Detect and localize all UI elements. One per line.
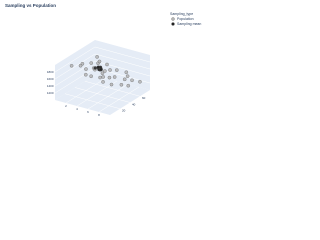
point [89, 74, 93, 78]
grid-line [94, 46, 151, 63]
y-tick-label: 60 [142, 96, 146, 100]
page: {"chart_data": {"type": "scatter3d", "ti… [5, 3, 202, 117]
point [130, 78, 134, 83]
point [95, 55, 99, 59]
legend-marker [171, 17, 175, 21]
point [69, 64, 74, 68]
grid-line [94, 53, 151, 70]
point [96, 65, 101, 69]
point [84, 67, 88, 71]
grid-line [64, 93, 121, 109]
grid-line [54, 46, 96, 73]
point [100, 71, 105, 75]
point [126, 83, 131, 88]
legend-title: Sampling_type [170, 12, 193, 16]
point [108, 68, 112, 72]
z-tick-label: 1200 [47, 91, 54, 95]
grid-line [94, 60, 151, 77]
point [98, 75, 102, 80]
point [122, 77, 127, 82]
x-tick-label: 2 [65, 104, 67, 108]
grid-line [84, 81, 141, 97]
chart: Sampling vs Population 2 4 6 8 20 40 60 1200 140… [5, 3, 201, 117]
x-tick-label: 4 [76, 107, 78, 111]
point [112, 75, 117, 79]
point [101, 80, 105, 84]
point [119, 83, 124, 87]
point [107, 75, 112, 80]
chart-title: Sampling vs Population [5, 3, 56, 8]
point [124, 70, 129, 75]
point [109, 82, 114, 87]
point [93, 66, 98, 70]
point [97, 59, 102, 64]
legend-marker [171, 22, 175, 26]
grid-line [54, 67, 96, 94]
y-tick-label: 40 [132, 102, 136, 106]
point [99, 67, 103, 72]
point [84, 72, 88, 77]
legend-label: Sampling mean [177, 22, 201, 26]
point [89, 61, 94, 65]
point [138, 80, 142, 84]
z-tick-label: 1400 [47, 84, 54, 88]
grid-line [54, 60, 96, 87]
point [78, 63, 83, 68]
y-tick-label: 20 [122, 109, 126, 113]
point [101, 75, 105, 79]
point [103, 69, 107, 73]
x-tick-label: 8 [98, 113, 100, 117]
grid-line [74, 87, 131, 103]
point [125, 74, 130, 78]
point [115, 68, 119, 72]
grid-line [54, 53, 96, 80]
side-wall [55, 40, 95, 100]
point [105, 62, 109, 67]
x-tick-label: 6 [87, 110, 89, 114]
legend-label: Population [177, 17, 194, 21]
z-tick-label: 1800 [47, 70, 54, 74]
z-tick-label: 1600 [47, 77, 54, 81]
